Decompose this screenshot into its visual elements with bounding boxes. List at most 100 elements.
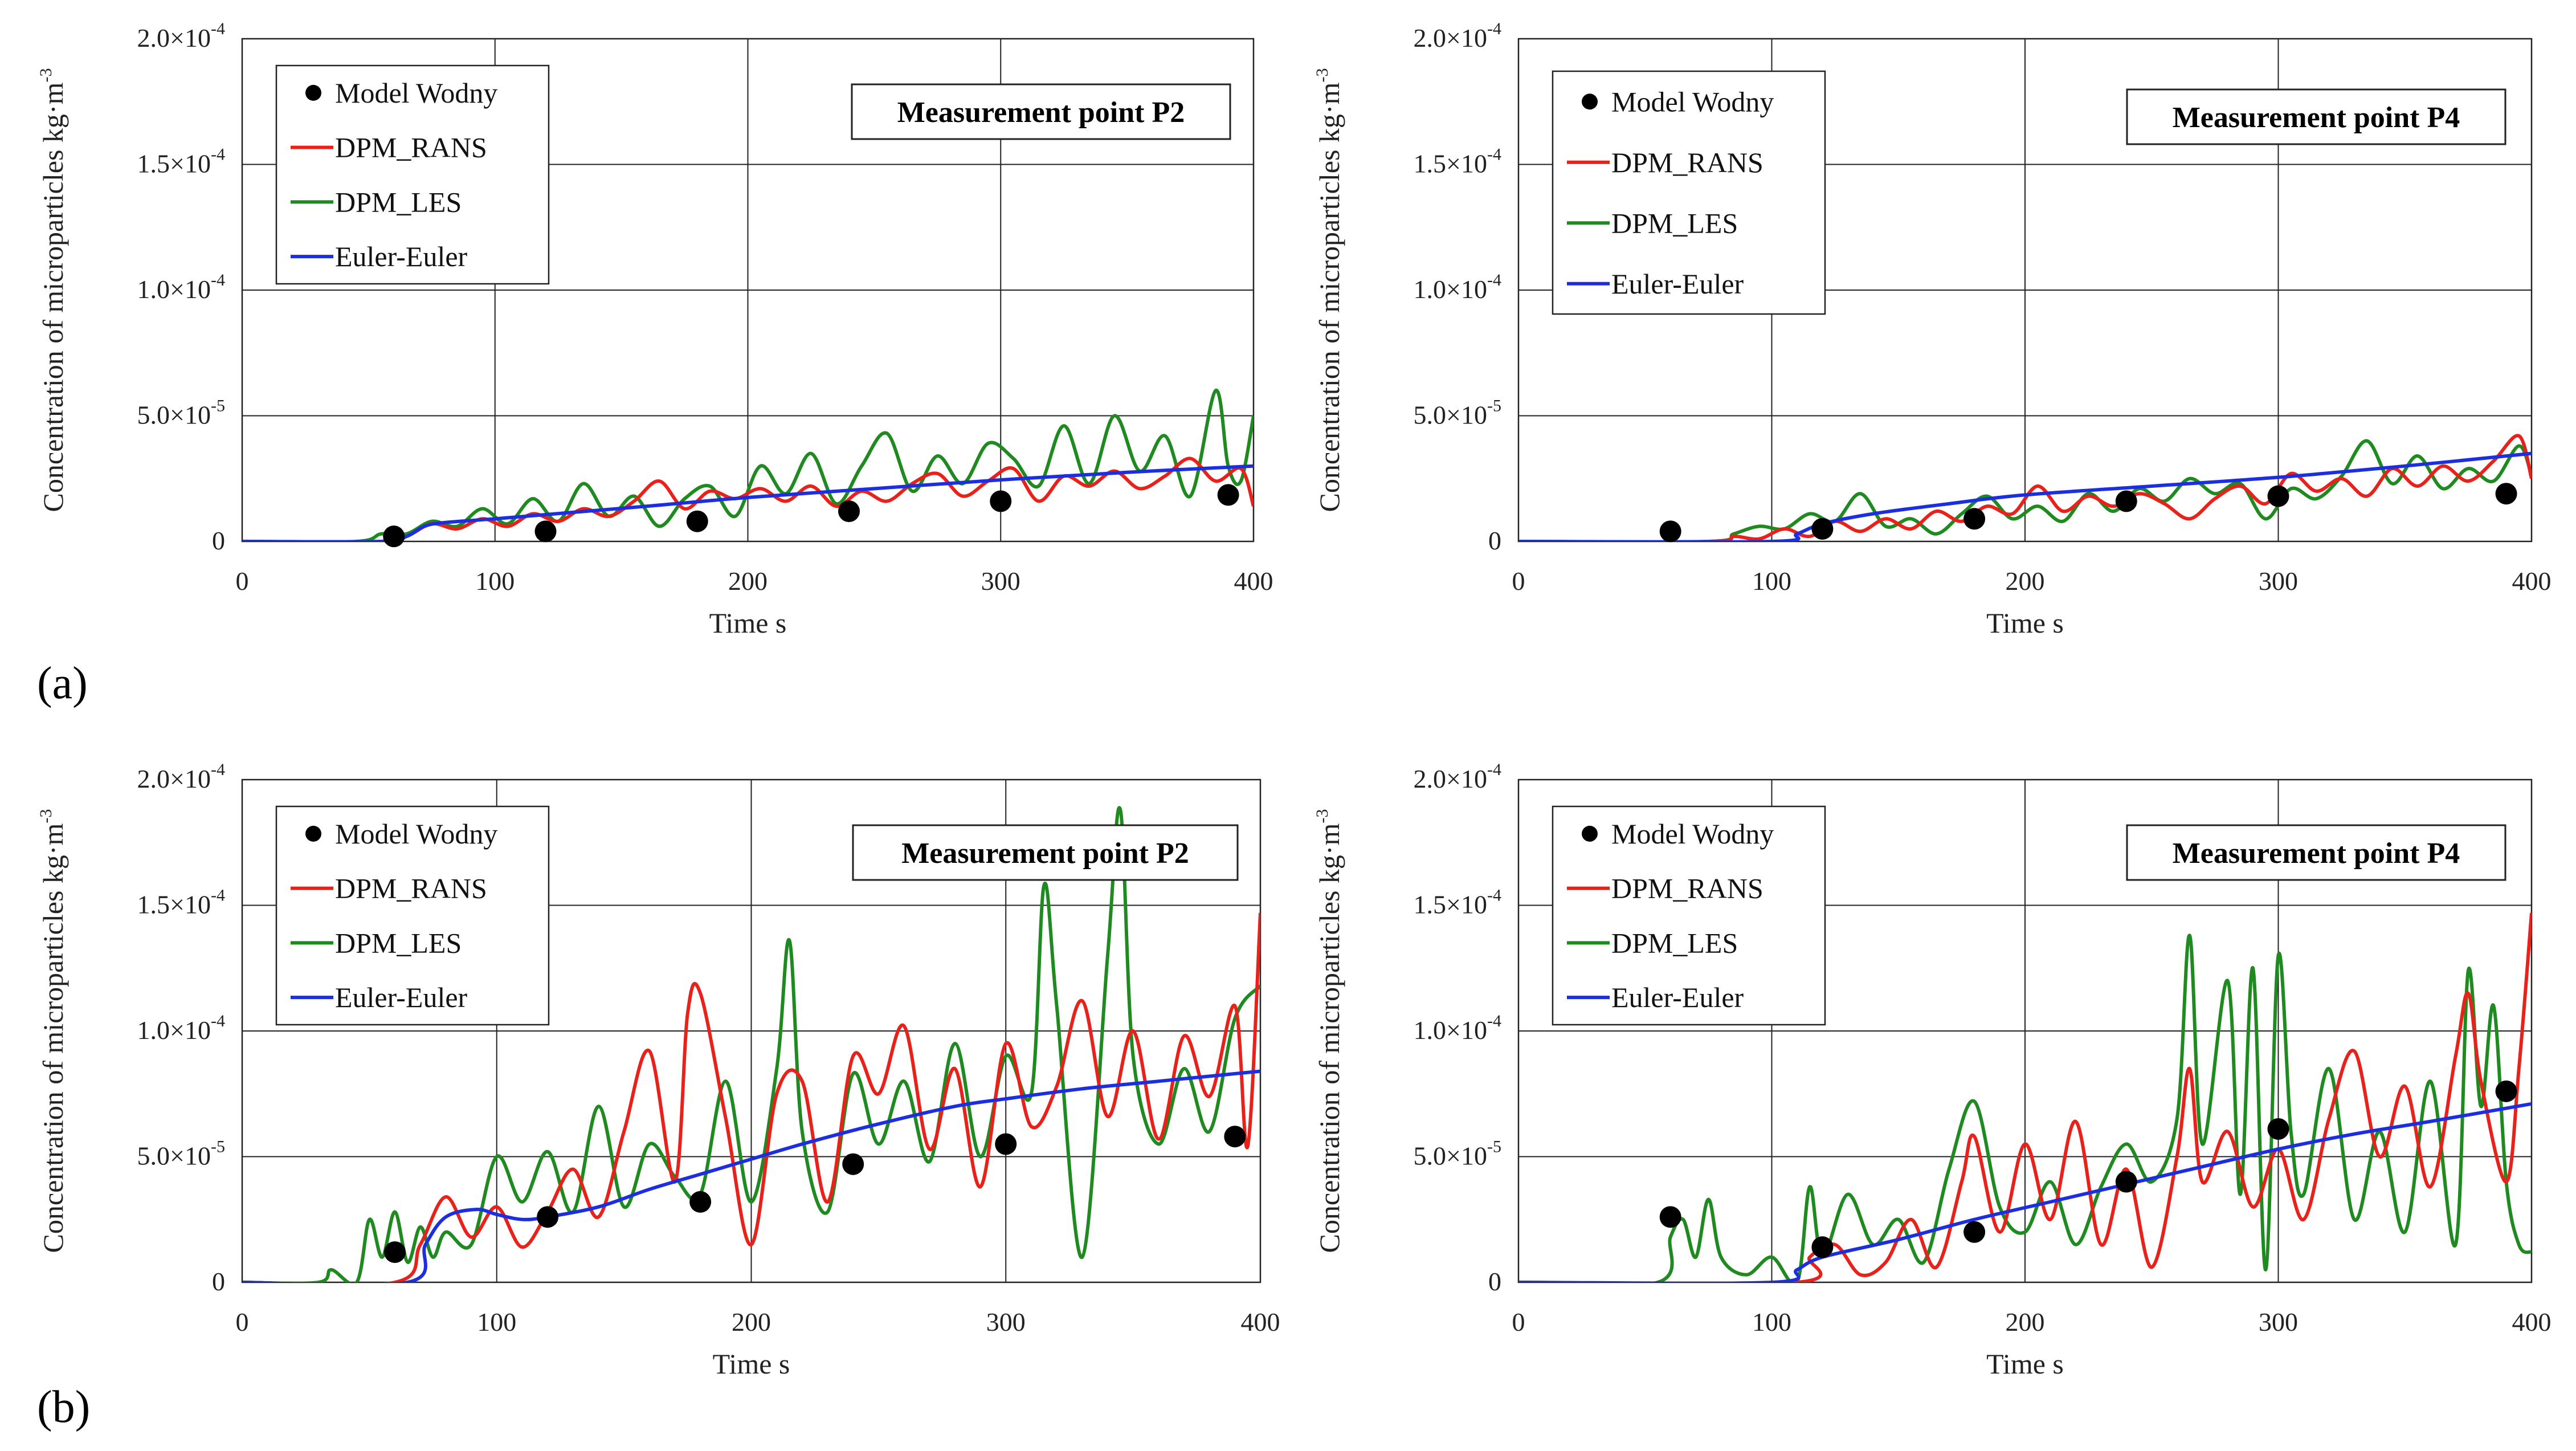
y-tick-label: 1.0×10-4 — [137, 1012, 225, 1045]
chart-title: Measurement point P4 — [2173, 837, 2460, 870]
x-tick-label: 0 — [236, 1307, 249, 1336]
y-tick-label: 0 — [212, 1267, 225, 1296]
legend-label: Euler-Euler — [335, 241, 468, 272]
legend-label: Euler-Euler — [1611, 981, 1744, 1013]
series-line-dpm-rans — [1518, 912, 2532, 1282]
y-tick-exponent: -5 — [211, 1138, 225, 1156]
y-tick-exponent: -5 — [1487, 1138, 1501, 1156]
y-tick-mantissa: 1.5×10 — [137, 890, 211, 919]
plot-frame — [241, 779, 1262, 1283]
y-tick-label: 1.5×10-4 — [1414, 145, 1501, 178]
legend: Model Wodny DPM_RANS DPM_LES Euler-Euler — [275, 64, 550, 285]
y-tick-mantissa: 2.0×10 — [1414, 764, 1487, 793]
legend-label: DPM_LES — [335, 186, 462, 218]
series-line-euler-euler — [1518, 1102, 2532, 1282]
y-tick-mantissa: 1.5×10 — [137, 149, 211, 178]
data-point-model-wodny — [384, 1241, 406, 1263]
plot-frame — [1517, 38, 2533, 543]
y-tick-exponent: -4 — [1487, 886, 1501, 905]
x-axis-label: Time s — [1986, 1348, 2064, 1380]
data-point-model-wodny — [1659, 1206, 1681, 1228]
series-group — [242, 806, 1260, 1282]
legend-label: DPM_RANS — [1611, 873, 1763, 904]
annotation-box — [2126, 88, 2506, 145]
x-axis-label: Time s — [709, 607, 787, 639]
y-tick-exponent: -4 — [1487, 760, 1501, 779]
y-tick-label: 5.0×10-5 — [1414, 1138, 1501, 1171]
data-point-model-wodny — [686, 510, 708, 532]
y-tick-mantissa: 1.0×10 — [1414, 1016, 1487, 1045]
x-tick-label: 200 — [732, 1307, 771, 1336]
y-tick-label: 0 — [1488, 1267, 1501, 1296]
data-point-model-wodny — [2115, 1171, 2137, 1193]
annotation-box — [851, 83, 1231, 140]
y-axis-label-exponent: -3 — [1313, 809, 1332, 824]
x-tick-label: 0 — [1512, 566, 1525, 596]
series-line-dpm-les — [242, 806, 1260, 1282]
legend-marker-model-wodny — [1582, 93, 1598, 110]
y-axis-label-main: Concentration of microparticles kg·m — [1313, 82, 1345, 512]
data-point-model-wodny — [1811, 1236, 1834, 1258]
x-tick-label: 0 — [1512, 1307, 1525, 1336]
series-line-dpm-rans — [1518, 434, 2532, 541]
y-tick-label: 2.0×10-4 — [1414, 19, 1501, 52]
series-line-dpm-rans — [242, 912, 1260, 1282]
y-axis-label-exponent: -3 — [36, 809, 55, 824]
legend-marker-model-wodny — [305, 825, 321, 842]
y-axis-label: Concentration of microparticles kg·m-3 — [1313, 809, 1345, 1253]
x-tick-label: 100 — [1752, 566, 1791, 596]
y-tick-exponent: -5 — [1487, 397, 1501, 415]
y-tick-label: 0 — [212, 526, 225, 555]
y-tick-exponent: -4 — [1487, 19, 1501, 38]
legend-marker-model-wodny — [305, 84, 321, 101]
y-tick-mantissa: 1.5×10 — [1414, 149, 1487, 178]
y-tick-mantissa: 5.0×10 — [137, 1142, 211, 1171]
chart-title: Measurement point P2 — [901, 837, 1189, 870]
data-point-model-wodny — [1659, 520, 1681, 543]
data-point-model-wodny — [1811, 517, 1834, 540]
y-tick-label: 2.0×10-4 — [1414, 760, 1501, 793]
y-tick-exponent: -4 — [1487, 1012, 1501, 1030]
y-axis-label-main: Concentration of microparticles kg·m — [37, 823, 69, 1253]
y-tick-label: 0 — [1488, 526, 1501, 555]
y-tick-label: 1.0×10-4 — [1414, 271, 1501, 304]
legend-label: DPM_RANS — [1611, 146, 1763, 178]
legend-label: DPM_LES — [1611, 927, 1738, 959]
y-tick-mantissa: 5.0×10 — [1414, 401, 1487, 430]
series-group — [242, 389, 1254, 541]
y-tick-mantissa: 2.0×10 — [137, 23, 211, 52]
x-axis-label: Time s — [713, 1348, 790, 1380]
legend-label: Model Wodny — [1611, 85, 1774, 117]
y-tick-exponent: -4 — [1487, 271, 1501, 290]
y-tick-exponent: -4 — [211, 145, 225, 164]
x-tick-label: 300 — [2259, 566, 2298, 596]
data-point-model-wodny — [838, 500, 860, 523]
data-point-model-wodny — [1963, 508, 1986, 530]
data-point-model-wodny — [1217, 484, 1239, 506]
legend-label: DPM_RANS — [335, 132, 487, 164]
x-tick-label: 400 — [2512, 566, 2551, 596]
row-label-a: (a) — [37, 658, 88, 708]
data-point-model-wodny — [2115, 490, 2137, 512]
data-point-model-wodny — [2267, 485, 2289, 507]
x-tick-label: 400 — [2512, 1307, 2551, 1336]
y-tick-mantissa: 0 — [212, 1267, 225, 1296]
data-point-model-wodny — [1963, 1221, 1986, 1243]
series-line-euler-euler — [1518, 451, 2532, 541]
y-tick-label: 5.0×10-5 — [1414, 397, 1501, 430]
y-tick-exponent: -4 — [211, 886, 225, 905]
y-axis-label: Concentration of microparticles kg·m-3 — [1313, 68, 1345, 512]
series-line-dpm-les — [1518, 934, 2532, 1282]
series-line-dpm-les — [1518, 439, 2532, 541]
legend-box — [275, 805, 550, 1026]
y-tick-mantissa: 0 — [212, 526, 225, 555]
x-tick-label: 200 — [728, 566, 768, 596]
y-tick-mantissa: 2.0×10 — [137, 764, 211, 793]
y-tick-label: 1.5×10-4 — [137, 886, 225, 919]
legend-label: Euler-Euler — [1611, 268, 1744, 300]
plot-frame — [1517, 779, 2533, 1283]
y-tick-mantissa: 0 — [1488, 526, 1501, 555]
chart-title: Measurement point P4 — [2173, 101, 2460, 134]
x-tick-label: 100 — [1752, 1307, 1791, 1336]
